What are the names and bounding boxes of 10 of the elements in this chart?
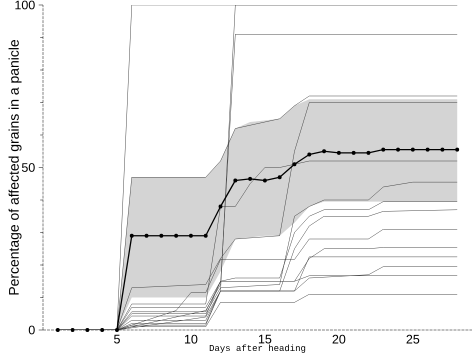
x-tick-label: 5 xyxy=(114,334,120,344)
x-axis-title: Days after heading xyxy=(210,344,306,353)
y-tick-label: 0 xyxy=(28,326,35,334)
x-tick-label: 20 xyxy=(332,334,346,344)
x-tick-label: 25 xyxy=(406,334,420,344)
y-tick-label: 50 xyxy=(22,163,35,172)
y-tick-label: 100 xyxy=(15,0,35,10)
x-tick-label: 10 xyxy=(184,334,198,344)
x-tick-label: 15 xyxy=(258,334,272,344)
y-axis-title: Percentage of affected grains in a panicle xyxy=(8,40,22,295)
